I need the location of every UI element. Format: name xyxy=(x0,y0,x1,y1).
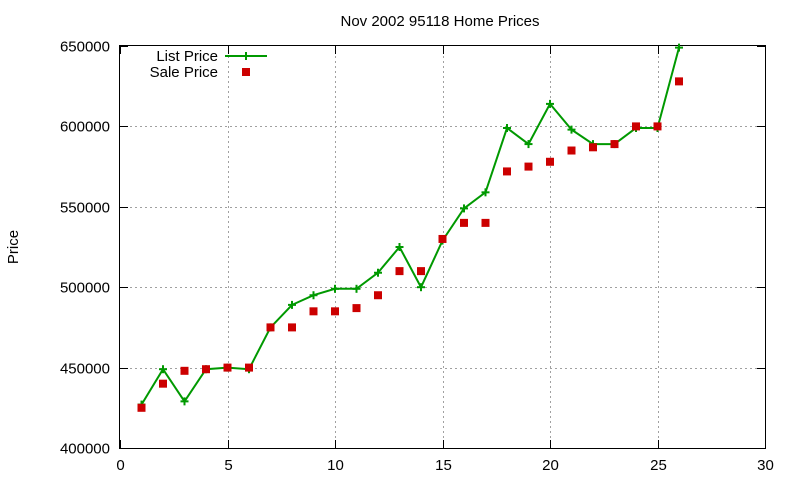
y-tick-label: 550000 xyxy=(60,200,110,217)
legend-label: List Price xyxy=(156,48,218,65)
y-tick-label: 500000 xyxy=(60,280,110,297)
sale-price-point xyxy=(137,403,146,412)
series-layer xyxy=(137,43,683,412)
sale-price-point xyxy=(653,122,662,131)
legend-marker-cross xyxy=(242,52,250,60)
list-price-point xyxy=(374,268,382,277)
x-tick-label: 20 xyxy=(542,457,559,474)
x-tick-label: 15 xyxy=(435,457,452,474)
x-tick-label: 5 xyxy=(224,457,232,474)
sale-price-point xyxy=(589,143,597,152)
sale-price-point xyxy=(524,162,533,171)
list-price-line xyxy=(140,47,680,406)
sale-price-point xyxy=(503,167,511,176)
list-price-point xyxy=(288,300,296,309)
sale-price-point xyxy=(632,122,640,131)
y-tick-label: 400000 xyxy=(60,441,110,458)
sale-price-point xyxy=(266,323,275,332)
sale-price-point xyxy=(309,307,318,316)
plot-frame xyxy=(119,45,766,449)
y-tick-label: 450000 xyxy=(60,361,110,378)
x-tick-label: 30 xyxy=(757,457,774,474)
list-price-point xyxy=(159,365,167,374)
x-tick-label: 10 xyxy=(327,457,344,474)
sale-price-point xyxy=(546,157,554,166)
sale-price-point xyxy=(223,363,232,372)
sale-price-point xyxy=(460,218,468,227)
sale-price-point xyxy=(481,218,490,227)
sale-price-point xyxy=(567,146,576,155)
sale-price-point xyxy=(331,307,339,316)
legend-label: Sale Price xyxy=(150,64,218,81)
list-price-point xyxy=(503,124,511,133)
list-price-point xyxy=(417,283,425,292)
sale-price-point xyxy=(374,291,382,300)
y-tick-label: 600000 xyxy=(60,119,110,136)
list-price-point xyxy=(352,284,361,293)
sale-price-point xyxy=(245,363,253,372)
sale-price-point xyxy=(288,323,296,332)
sale-price-point xyxy=(180,366,189,375)
tick-layer: 400000 450000 500000 550000 600000 650000 0 5 10… xyxy=(60,39,774,475)
list-price-point xyxy=(180,397,189,406)
y-tick-label: 650000 xyxy=(60,39,110,56)
sale-price-point xyxy=(610,140,619,149)
list-price-point xyxy=(567,125,576,134)
y-axis-label: Price xyxy=(5,230,22,264)
x-tick-label: 0 xyxy=(116,457,124,474)
grid-layer xyxy=(120,46,765,448)
list-price-point xyxy=(675,43,683,52)
list-price-point xyxy=(309,291,318,300)
list-price-point xyxy=(331,284,339,293)
sale-price-point xyxy=(395,267,404,276)
x-tick-label: 25 xyxy=(650,457,667,474)
sale-price-point xyxy=(417,267,425,276)
sale-price-point xyxy=(675,77,683,86)
sale-price-point xyxy=(352,304,361,313)
sale-price-point xyxy=(438,234,447,243)
sale-price-point xyxy=(202,365,210,374)
list-price-point xyxy=(524,140,533,149)
list-price-point xyxy=(481,188,490,197)
list-price-point xyxy=(395,243,404,251)
list-price-point xyxy=(546,99,554,108)
list-price-point xyxy=(460,204,468,213)
legend-marker-square xyxy=(242,68,250,76)
sale-price-point xyxy=(159,379,167,388)
chart-title: Nov 2002 95118 Home Prices xyxy=(341,13,540,30)
